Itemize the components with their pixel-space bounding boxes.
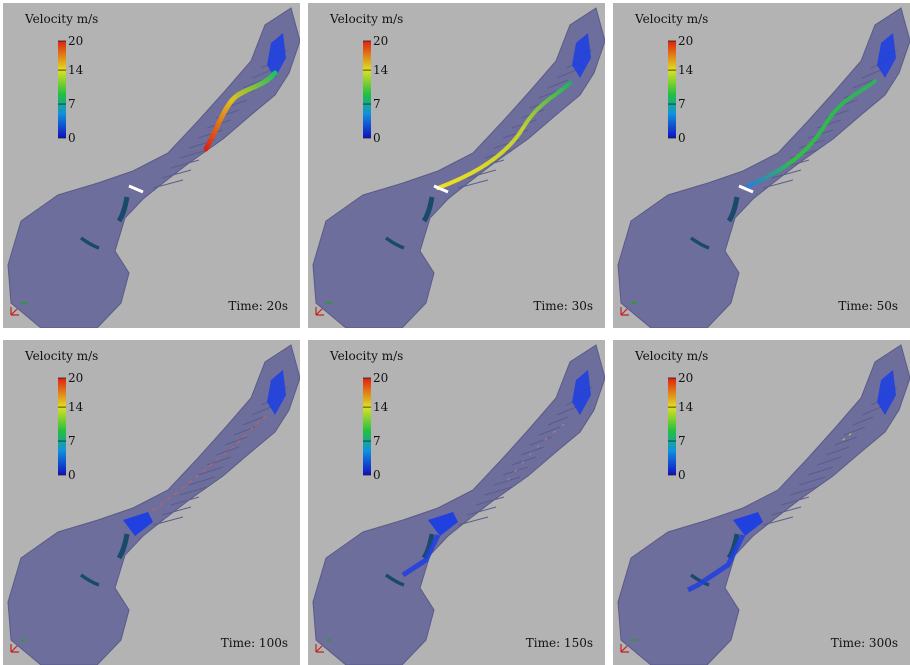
time-label: Time: 300s	[831, 636, 898, 650]
time-label: Time: 50s	[838, 299, 898, 313]
time-label: Time: 100s	[221, 636, 288, 650]
colorbar-tick-label: 0	[68, 468, 76, 482]
terrain	[313, 345, 605, 665]
colorbar	[58, 41, 66, 138]
colorbar-tick-label: 20	[68, 34, 83, 48]
panel: Velocity m/s 0 7 14 20 Time: 300s	[613, 340, 910, 665]
colorbar	[363, 41, 371, 138]
colorbar-tick-label: 7	[68, 97, 76, 111]
time-label: Time: 150s	[526, 636, 593, 650]
colorbar-tick-label: 0	[373, 468, 381, 482]
panel: Velocity m/s 0 7 14 20 Time: 100s	[3, 340, 300, 665]
colorbar-tick-label: 14	[678, 400, 694, 414]
colorbar	[668, 378, 676, 475]
panel: Velocity m/s 0 7 14 20 Time: 50s	[613, 3, 910, 328]
colorbar-tick-label: 20	[373, 34, 388, 48]
colorbar-tick-label: 14	[373, 400, 389, 414]
colorbar-tick-label: 0	[373, 131, 381, 145]
colorbar-tick-label: 0	[68, 131, 76, 145]
colorbar	[668, 41, 676, 138]
terrain	[618, 8, 910, 328]
time-label: Time: 30s	[533, 299, 593, 313]
colorbar-tick-label: 7	[678, 97, 686, 111]
colorbar-tick-label: 20	[678, 34, 693, 48]
colorbar-title: Velocity m/s	[24, 12, 98, 26]
panel: Velocity m/s 0 7 14 20 Time: 150s	[308, 340, 605, 665]
colorbar	[58, 378, 66, 475]
colorbar-tick-label: 14	[373, 63, 389, 77]
panel: Velocity m/s 0 7 14 20 Time: 20s	[3, 3, 300, 328]
colorbar-tick-label: 7	[373, 97, 381, 111]
colorbar-title: Velocity m/s	[24, 349, 98, 363]
colorbar-title: Velocity m/s	[634, 12, 708, 26]
colorbar-title: Velocity m/s	[329, 12, 403, 26]
colorbar-tick-label: 7	[68, 434, 76, 448]
colorbar-tick-label: 20	[68, 371, 83, 385]
colorbar-tick-label: 14	[68, 400, 84, 414]
colorbar-tick-label: 14	[68, 63, 84, 77]
colorbar	[363, 378, 371, 475]
panel: Velocity m/s 0 7 14 20 Time: 30s	[308, 3, 605, 328]
terrain	[8, 345, 300, 665]
colorbar-tick-label: 7	[373, 434, 381, 448]
colorbar-tick-label: 0	[678, 468, 686, 482]
figure: Velocity m/s 0 7 14 20 Time: 20s Velocity m/s 0…	[0, 0, 910, 665]
colorbar-title: Velocity m/s	[329, 349, 403, 363]
terrain	[8, 8, 300, 328]
colorbar-tick-label: 20	[678, 371, 693, 385]
colorbar-title: Velocity m/s	[634, 349, 708, 363]
colorbar-tick-label: 7	[678, 434, 686, 448]
colorbar-tick-label: 14	[678, 63, 694, 77]
terrain	[618, 345, 910, 665]
time-label: Time: 20s	[228, 299, 288, 313]
terrain	[313, 8, 605, 328]
colorbar-tick-label: 0	[678, 131, 686, 145]
colorbar-tick-label: 20	[373, 371, 388, 385]
